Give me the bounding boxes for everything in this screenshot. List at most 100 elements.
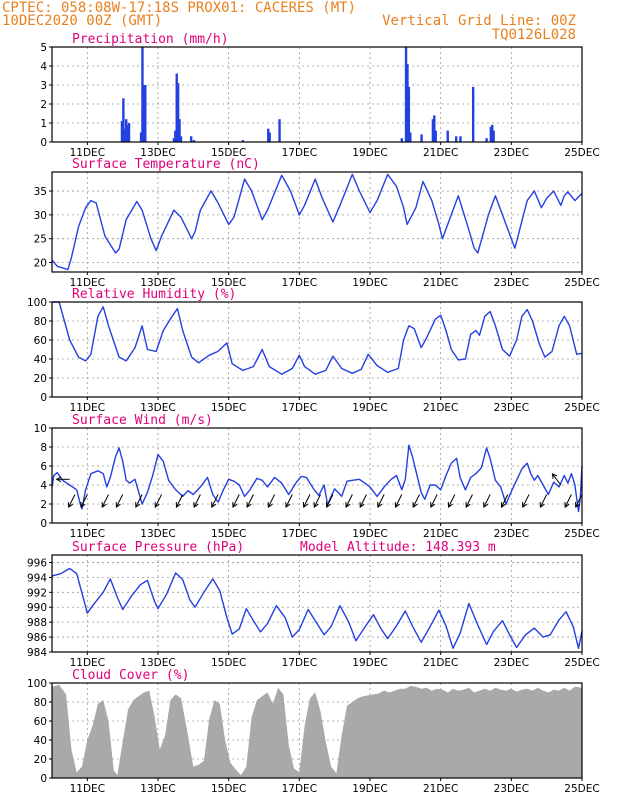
precip-bar bbox=[120, 121, 124, 142]
pres-xtick-label: 17DEC bbox=[282, 657, 317, 669]
precip-bar bbox=[404, 47, 408, 142]
wind-arrow bbox=[552, 473, 562, 486]
precip-bar bbox=[492, 130, 495, 142]
wind-arrow-head bbox=[302, 502, 309, 508]
precip-xtick-label: 25DEC bbox=[564, 147, 599, 159]
wind-arrow bbox=[232, 494, 240, 508]
cloud-ytick-label: 80 bbox=[34, 697, 47, 709]
wind-arrow-head bbox=[564, 502, 570, 508]
precip-xtick-label: 23DEC bbox=[494, 147, 529, 159]
precip-bar bbox=[141, 47, 144, 142]
wind-arrow bbox=[313, 494, 321, 508]
wind-arrow bbox=[412, 494, 420, 508]
rh-ytick-label: 40 bbox=[34, 354, 47, 366]
precip-bar bbox=[268, 132, 271, 142]
wind-arrow-head bbox=[575, 502, 581, 508]
wind-arrow bbox=[211, 494, 219, 508]
precip-bar bbox=[139, 132, 143, 142]
pres-extra-label: Model Altitude: 148.393 m bbox=[300, 540, 496, 555]
rh-xtick-label: 23DEC bbox=[494, 402, 529, 414]
wind-arrow bbox=[430, 494, 438, 508]
precip-bar bbox=[455, 136, 458, 142]
precip-bar bbox=[126, 124, 129, 142]
wind-arrow-head bbox=[325, 502, 332, 508]
rh-ytick-label: 0 bbox=[40, 392, 47, 404]
rh-xtick-label: 17DEC bbox=[282, 402, 317, 414]
temp-frame bbox=[51, 171, 583, 273]
temp-ytick-label: 30 bbox=[34, 210, 47, 222]
precip-ytick-label: 0 bbox=[40, 137, 47, 149]
wind-ytick-label: 10 bbox=[34, 423, 47, 435]
wind-arrow-head bbox=[193, 502, 199, 508]
temp-ytick-label: 25 bbox=[34, 234, 47, 246]
wind-xtick-label: 25DEC bbox=[564, 528, 599, 540]
wind-arrow bbox=[326, 494, 334, 508]
header-grid-note: Vertical Grid Line: 00Z bbox=[382, 13, 576, 29]
precip-bar bbox=[127, 123, 131, 142]
pres-xtick-label: 23DEC bbox=[494, 657, 529, 669]
wind-arrow-head bbox=[522, 502, 528, 508]
rh-xtick-label: 21DEC bbox=[423, 402, 458, 414]
rh-xtick-label: 11DEC bbox=[70, 402, 105, 414]
wind-arrow bbox=[345, 494, 353, 508]
pres-ytick-label: 986 bbox=[27, 632, 47, 644]
precip-bar bbox=[190, 136, 193, 142]
wind-arrow bbox=[115, 494, 124, 508]
temp-xtick-label: 21DEC bbox=[423, 277, 458, 289]
wind-arrow-head bbox=[285, 502, 291, 508]
precip-title: Precipitation (mm/h) bbox=[72, 32, 229, 47]
pres-xtick-label: 21DEC bbox=[423, 657, 458, 669]
temp-xtick-label: 23DEC bbox=[494, 277, 529, 289]
precip-bar bbox=[491, 124, 494, 142]
precip-bar bbox=[420, 134, 423, 142]
temp-ytick-label: 35 bbox=[34, 186, 47, 198]
pres-frame bbox=[51, 554, 583, 653]
wind-arrow bbox=[68, 494, 76, 508]
precip-bar bbox=[172, 138, 176, 142]
wind-arrow bbox=[135, 494, 143, 508]
precip-bar bbox=[400, 138, 403, 142]
wind-arrow bbox=[377, 494, 385, 508]
cloud-xtick-label: 11DEC bbox=[70, 783, 105, 795]
temp-xtick-label: 11DEC bbox=[70, 277, 105, 289]
wind-xtick-label: 19DEC bbox=[352, 528, 387, 540]
precip-bar bbox=[125, 119, 128, 142]
precip-bar bbox=[123, 128, 126, 142]
pres-xtick-label: 19DEC bbox=[352, 657, 387, 669]
rh-xtick-label: 15DEC bbox=[211, 402, 246, 414]
wind-ytick-label: 2 bbox=[40, 499, 47, 511]
wind-arrow bbox=[575, 494, 583, 508]
rh-xtick-label: 25DEC bbox=[564, 402, 599, 414]
wind-arrow-head bbox=[377, 502, 383, 508]
wind-arrow-head bbox=[246, 502, 252, 508]
wind-arrow-head bbox=[394, 502, 400, 508]
precip-bar bbox=[406, 64, 409, 142]
cloud-xtick-label: 23DEC bbox=[494, 783, 529, 795]
precip-bar bbox=[174, 130, 177, 142]
wind-arrow-head bbox=[313, 502, 319, 508]
precip-xtick-label: 19DEC bbox=[352, 147, 387, 159]
cloud-xtick-label: 19DEC bbox=[352, 783, 387, 795]
pres-ytick-label: 992 bbox=[27, 587, 47, 599]
temp-xtick-label: 17DEC bbox=[282, 277, 317, 289]
wind-arrow-head bbox=[500, 502, 506, 508]
wind-arrow bbox=[80, 494, 88, 508]
rh-ytick-label: 100 bbox=[27, 297, 47, 309]
wind-arrow bbox=[303, 494, 311, 508]
precip-xtick-label: 15DEC bbox=[211, 147, 246, 159]
precip-bar bbox=[122, 98, 125, 142]
temp-xtick-label: 15DEC bbox=[211, 277, 246, 289]
wind-arrow bbox=[564, 494, 572, 508]
wind-arrow bbox=[359, 494, 367, 508]
wind-arrow-head bbox=[359, 502, 365, 508]
cloud-ytick-label: 40 bbox=[34, 735, 47, 747]
wind-arrow-head bbox=[154, 502, 160, 508]
precip-bar bbox=[176, 83, 180, 142]
wind-arrow bbox=[539, 494, 548, 508]
pres-xtick-label: 15DEC bbox=[211, 657, 246, 669]
temp-xtick-label: 13DEC bbox=[140, 277, 175, 289]
wind-arrow-head bbox=[175, 502, 181, 508]
precip-bar bbox=[471, 86, 475, 142]
precip-xtick-label: 13DEC bbox=[140, 147, 175, 159]
